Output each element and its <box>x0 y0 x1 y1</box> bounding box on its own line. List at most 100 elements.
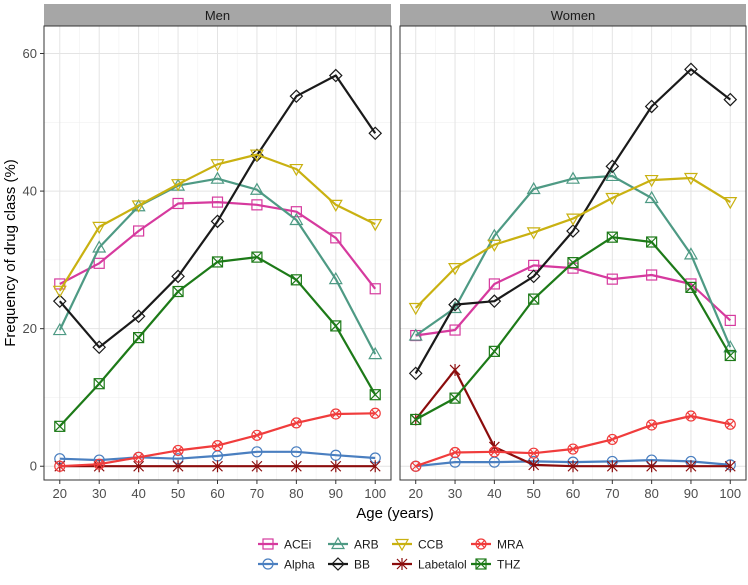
series-line <box>58 177 377 355</box>
data-point <box>449 363 461 376</box>
legend-key-marker <box>475 558 487 570</box>
data-point <box>210 171 225 184</box>
data-point <box>528 447 540 459</box>
data-point <box>211 196 224 208</box>
data-point <box>171 179 186 192</box>
data-point <box>330 408 342 420</box>
x-tick-label: 30 <box>92 486 106 501</box>
data-point <box>605 159 620 174</box>
legend-label: Alpha <box>284 558 315 572</box>
legend-key-marker <box>396 558 408 570</box>
series-line <box>414 176 731 309</box>
data-point <box>369 389 381 401</box>
data-point <box>683 172 698 186</box>
data-point <box>408 328 423 341</box>
x-tick-label: 100 <box>364 486 386 501</box>
legend: ACEi Alpha ARB BB CCB Labetalol MRA THZ <box>258 536 524 572</box>
data-point <box>93 458 105 470</box>
data-point <box>526 227 541 240</box>
x-tick-label: 90 <box>684 486 698 501</box>
data-point <box>646 460 658 473</box>
data-point <box>368 219 383 232</box>
x-tick-label: 80 <box>644 486 658 501</box>
legend-key-marker <box>475 538 487 550</box>
data-point <box>52 285 67 299</box>
legend-item-thz: THZ <box>471 558 520 572</box>
legend-item-acei: ACEi <box>258 538 311 552</box>
x-tick-label: 50 <box>526 486 540 501</box>
data-point <box>172 197 184 210</box>
series-line <box>414 68 731 374</box>
data-point <box>723 340 738 353</box>
series-line <box>58 74 377 349</box>
data-point <box>171 269 185 284</box>
data-point <box>567 257 579 269</box>
series-line <box>59 450 376 462</box>
x-tick-label: 20 <box>53 486 67 501</box>
data-point <box>684 62 698 77</box>
data-point <box>528 293 540 305</box>
legend-key-marker <box>331 557 345 571</box>
data-point <box>369 283 381 295</box>
legend-key-marker <box>262 558 274 570</box>
x-tick-label: 50 <box>171 486 185 501</box>
data-point <box>290 460 302 473</box>
data-point <box>606 433 618 446</box>
data-point <box>644 99 659 114</box>
data-point <box>52 322 67 336</box>
y-axis-title: Frequency of drug class (%) <box>2 159 19 347</box>
data-point <box>565 213 581 226</box>
legend-item-labetalol: Labetalol <box>392 558 467 572</box>
panel-women: Women 20 30 40 50 60 70 80 90 100 <box>399 4 747 501</box>
data-point <box>249 149 264 162</box>
data-point <box>408 302 423 316</box>
x-axis-title: Age (years) <box>356 505 434 522</box>
legend-label: Labetalol <box>418 558 467 572</box>
data-point <box>646 269 658 281</box>
data-point <box>368 126 383 141</box>
legend-label: THZ <box>497 558 520 572</box>
data-point <box>92 240 107 253</box>
series-mra <box>410 410 736 472</box>
legend-label: CCB <box>418 538 443 552</box>
data-point <box>133 225 145 237</box>
legend-item-arb: ARB <box>328 536 379 552</box>
data-point <box>488 446 500 458</box>
data-point <box>212 460 223 473</box>
x-tick-label: 80 <box>289 486 303 501</box>
facet-strip <box>400 4 746 26</box>
data-point <box>328 199 343 213</box>
data-point <box>646 419 658 431</box>
data-point <box>685 460 697 473</box>
data-point <box>724 418 736 430</box>
data-point <box>685 281 697 293</box>
data-point <box>211 256 224 268</box>
x-tick-label: 40 <box>131 486 145 501</box>
series-mra <box>54 407 381 472</box>
data-point <box>566 224 580 238</box>
data-point <box>369 407 381 419</box>
y-tick-label: 60 <box>23 46 37 61</box>
gridlines <box>44 26 391 480</box>
data-point <box>368 346 383 360</box>
data-point <box>251 429 263 441</box>
data-point <box>92 221 107 235</box>
data-point <box>133 451 145 463</box>
data-point <box>290 417 302 429</box>
series-line <box>58 153 376 292</box>
data-point <box>131 200 146 213</box>
data-point <box>92 340 107 355</box>
x-tick-label: 70 <box>605 486 619 501</box>
data-point <box>724 460 736 473</box>
data-point <box>290 446 302 458</box>
data-point <box>172 460 184 473</box>
data-point <box>330 460 342 473</box>
data-point <box>723 196 738 210</box>
data-point <box>251 446 263 458</box>
data-point <box>448 297 462 312</box>
data-point <box>724 314 736 327</box>
data-point <box>449 392 461 404</box>
y-tick-label: 0 <box>30 459 37 474</box>
data-point <box>526 181 541 195</box>
